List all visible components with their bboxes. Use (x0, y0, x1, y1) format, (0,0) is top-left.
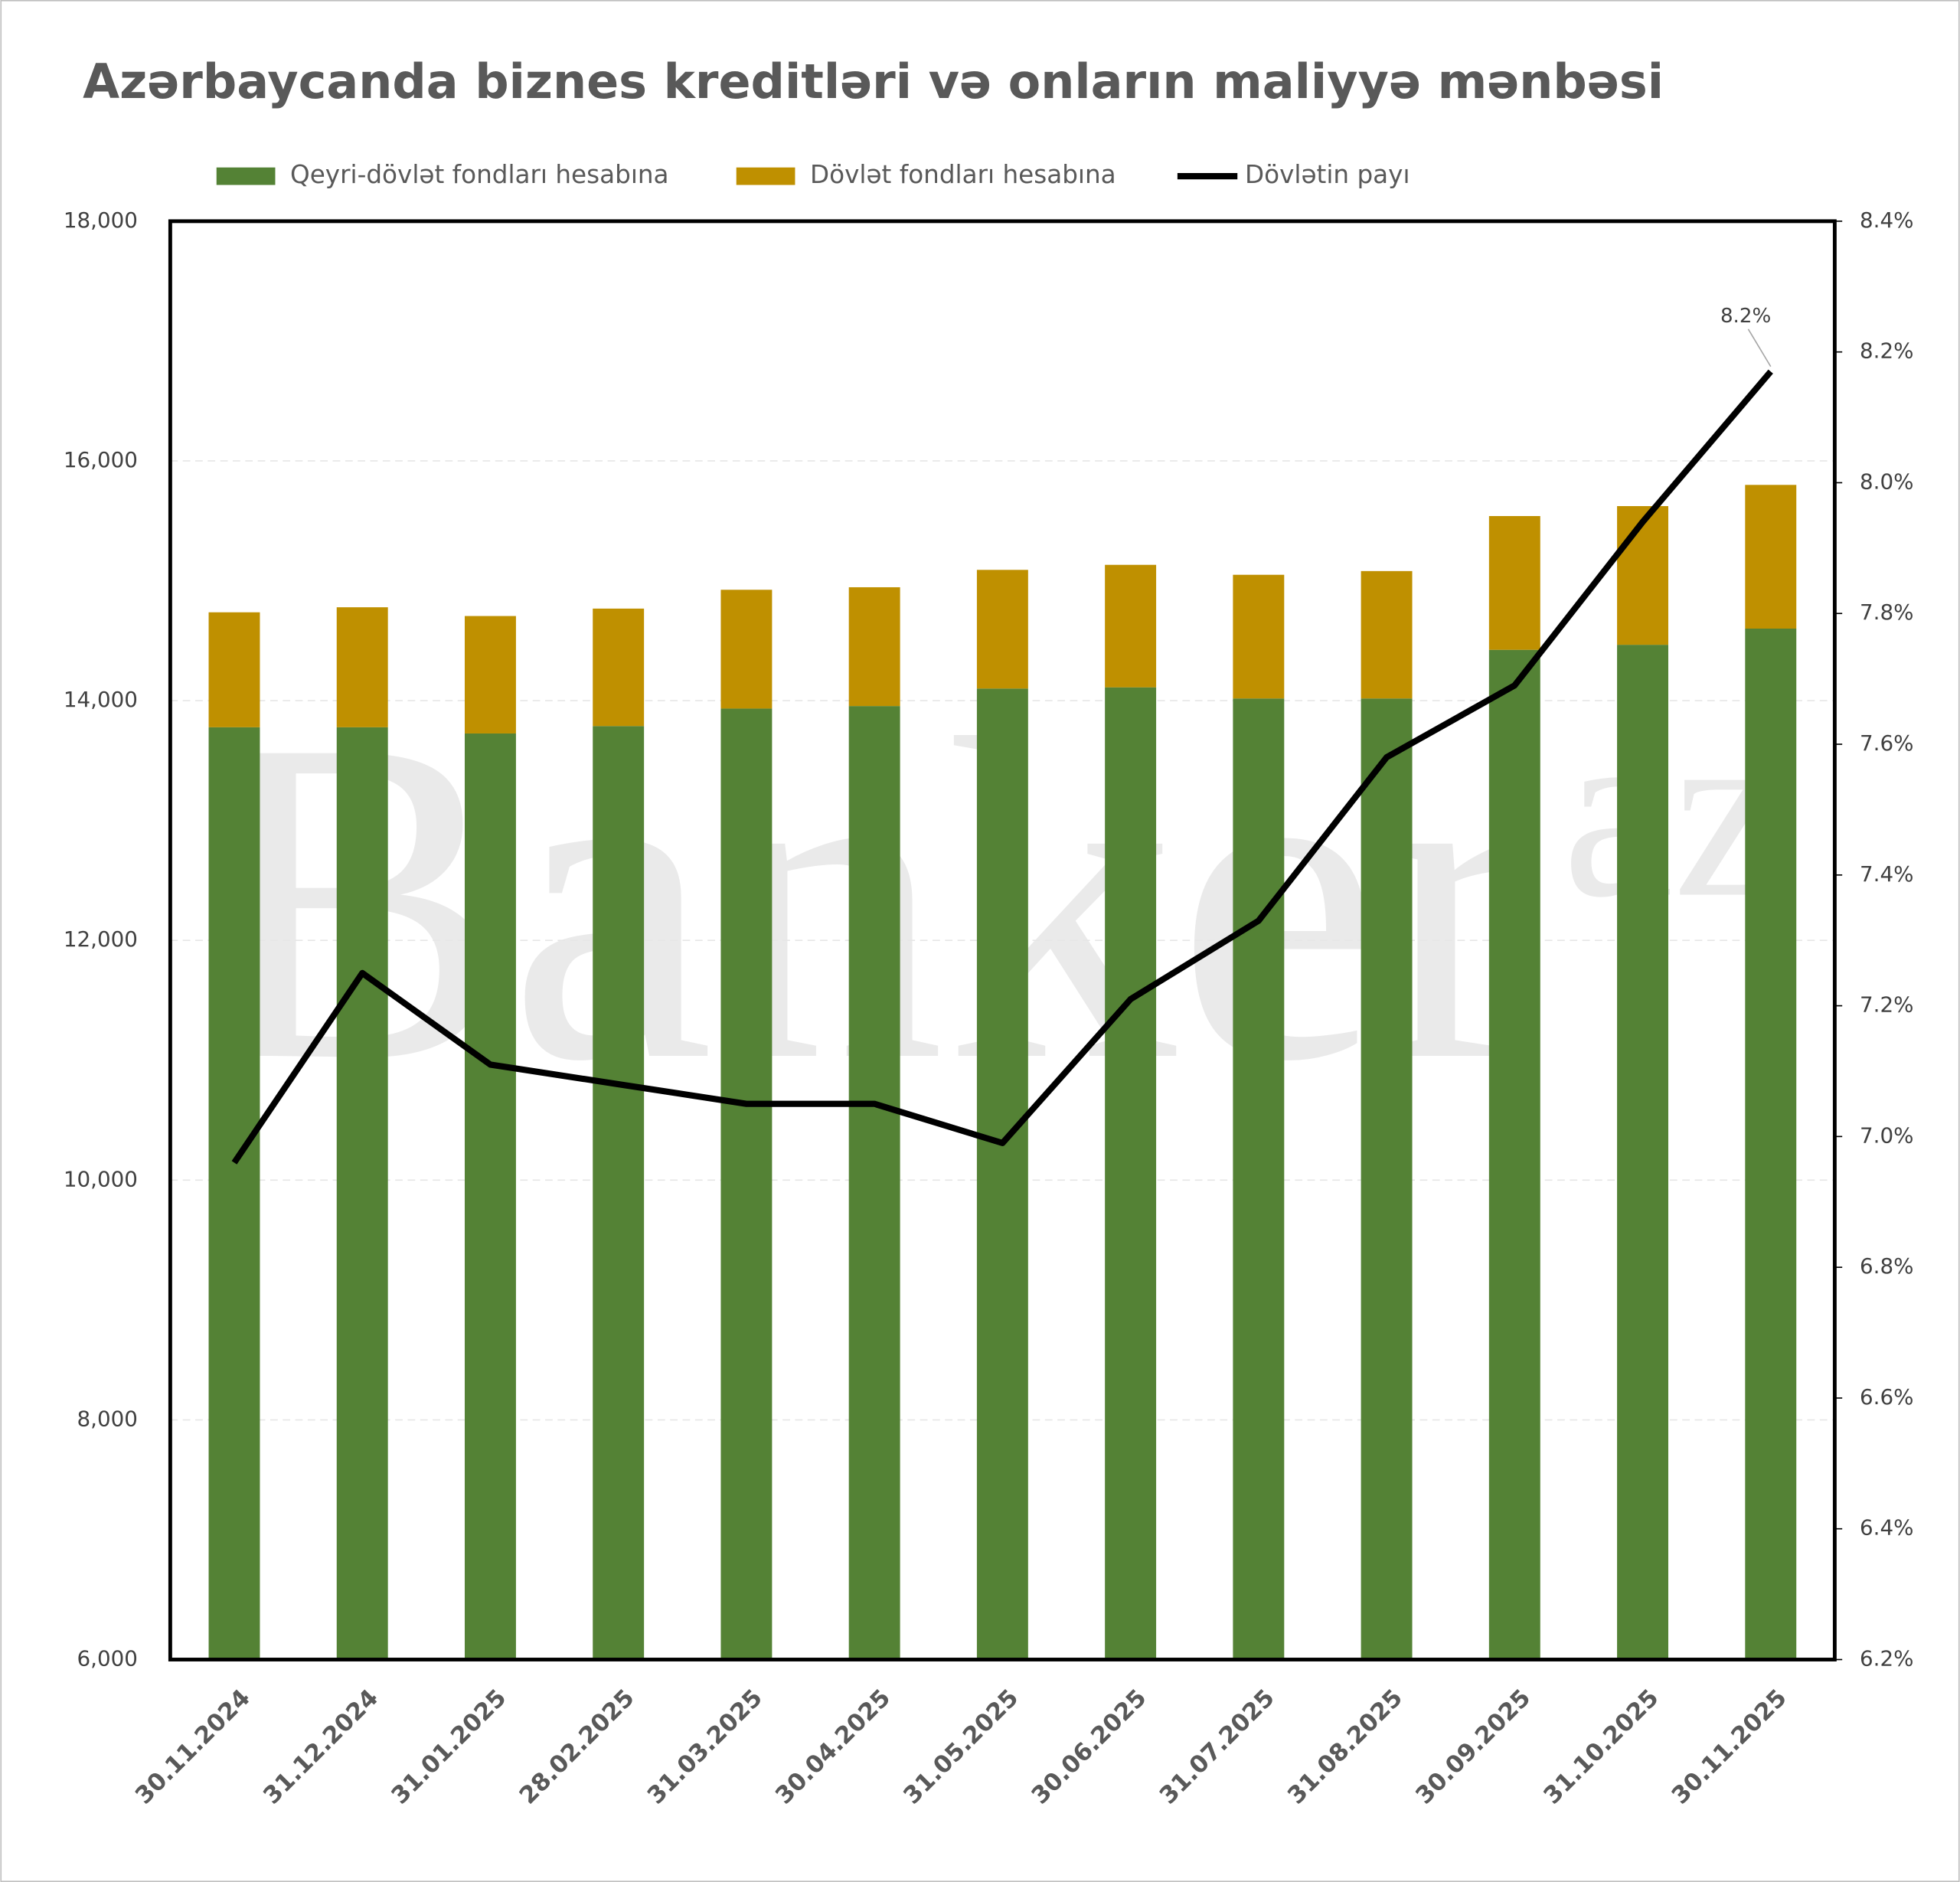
legend-label: Qeyri-dövlət fondları hesabına (290, 160, 669, 189)
data-label: 8.2% (1720, 305, 1771, 328)
y-tick-label: 14,000 (64, 687, 138, 712)
bar (976, 688, 1028, 1660)
bar (208, 727, 260, 1660)
bar (1488, 649, 1540, 1660)
chart-title: Azərbaycanda biznes kreditləri və onları… (83, 54, 1664, 109)
legend-label: Dövlət fondları hesabına (810, 160, 1116, 189)
bar (1617, 506, 1668, 645)
y2-tick-label: 6.2% (1860, 1645, 1913, 1671)
y2-tick-label: 7.2% (1860, 992, 1913, 1018)
bar (1233, 574, 1285, 699)
legend-label: Dövlətin payı (1245, 160, 1410, 189)
bar (593, 608, 645, 727)
y-tick-label: 16,000 (64, 447, 138, 472)
y2-tick-label: 6.8% (1860, 1253, 1913, 1279)
y2-tick-label: 8.0% (1860, 469, 1913, 494)
leader-line (1747, 328, 1772, 368)
bar (1105, 687, 1157, 1660)
y2-tick-label: 7.4% (1860, 861, 1913, 887)
y2-tick-label: 7.0% (1860, 1122, 1913, 1148)
bar (720, 590, 773, 709)
plot-frame (168, 219, 1837, 1661)
y2-tick-label: 7.6% (1860, 730, 1913, 756)
y2-tick-label: 8.4% (1860, 207, 1913, 233)
y2-tick-label: 8.2% (1860, 338, 1913, 364)
bar (1361, 570, 1413, 699)
y2-tick-label: 6.6% (1860, 1384, 1913, 1410)
y2-tick-label: 7.8% (1860, 600, 1913, 625)
bar (1745, 485, 1797, 629)
y-tick-label: 6,000 (77, 1645, 138, 1671)
y-tick-label: 12,000 (64, 926, 138, 952)
bar (720, 708, 773, 1660)
bar (1361, 698, 1413, 1660)
bar (593, 726, 645, 1660)
bar (336, 607, 388, 727)
bar (1745, 628, 1797, 1660)
bar (848, 586, 900, 707)
y-tick-label: 18,000 (64, 207, 138, 233)
y-tick-label: 8,000 (77, 1406, 138, 1431)
bar (1488, 515, 1540, 650)
bar (848, 706, 900, 1660)
bar (1617, 645, 1668, 1660)
legend-swatch (216, 167, 276, 185)
bar (464, 733, 516, 1660)
legend-swatch (736, 167, 795, 185)
y2-tick-label: 6.4% (1860, 1515, 1913, 1541)
bar (1233, 698, 1285, 1660)
bar (208, 612, 260, 727)
line (231, 369, 1773, 1165)
bar (336, 727, 388, 1660)
y-tick-label: 10,000 (64, 1166, 138, 1191)
bar (464, 616, 516, 734)
bar (976, 570, 1028, 689)
bar (1105, 564, 1157, 688)
